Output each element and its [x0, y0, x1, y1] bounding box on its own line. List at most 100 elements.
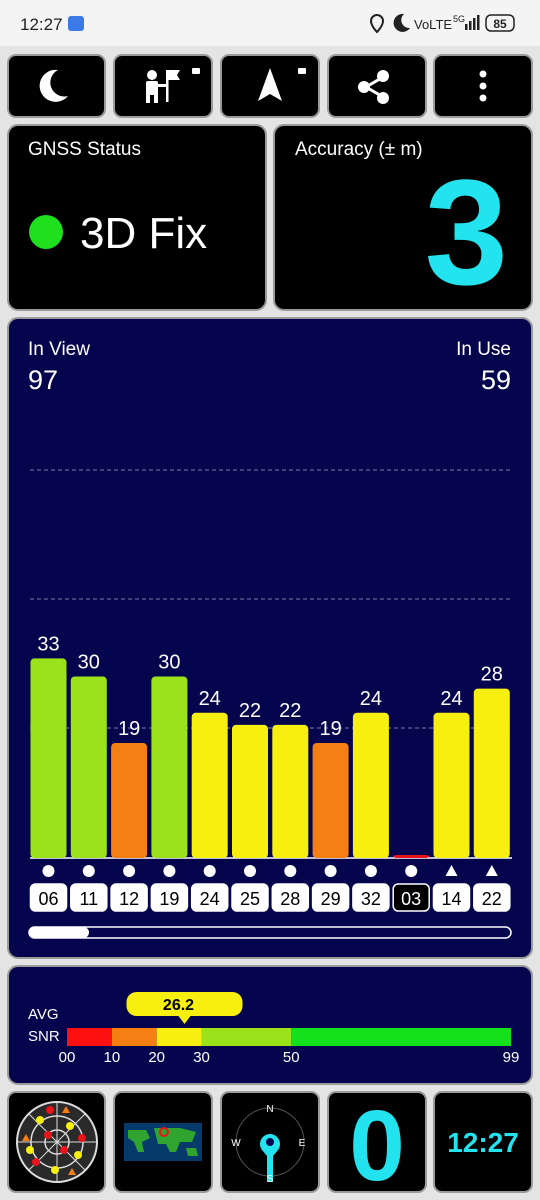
moon-icon [39, 69, 68, 102]
marker-dot [405, 865, 418, 877]
prn-label: 29 [321, 889, 341, 909]
snr-segment [291, 1028, 511, 1046]
snr-segment [67, 1028, 112, 1046]
prn-label: 22 [482, 889, 502, 909]
prn-label: 25 [240, 889, 260, 909]
snr-label: 24 [199, 688, 221, 710]
prn-box [231, 883, 269, 912]
prn-box [392, 883, 430, 912]
snr-panel [7, 965, 533, 1085]
prn-label: 14 [441, 889, 461, 909]
accuracy-panel [273, 124, 533, 311]
world-map-icon [124, 1123, 202, 1161]
snr-bar [433, 712, 470, 858]
snr-bar [70, 676, 107, 858]
signal-type: 5G [453, 14, 465, 24]
fix-indicator [29, 215, 63, 249]
prn-box [70, 883, 108, 912]
marker-triangle [445, 865, 458, 876]
toolbar [7, 54, 533, 118]
snr-tick-label: 99 [503, 1049, 520, 1066]
accuracy-title: Accuracy (± m) [295, 139, 423, 160]
snr-segment [111, 1028, 157, 1046]
night-mode-button[interactable] [7, 54, 106, 118]
in-use-count: 59 [481, 365, 511, 395]
share-button[interactable] [327, 54, 427, 118]
gnss-status-title: GNSS Status [28, 139, 141, 160]
satellite-count: 0 [349, 1090, 405, 1200]
marker-dot [82, 865, 95, 877]
prn-label: 32 [361, 889, 381, 909]
prn-label: 11 [79, 889, 98, 909]
snr-label: 33 [37, 633, 59, 655]
person-flag-icon [146, 68, 200, 103]
prn-box [150, 883, 189, 912]
calendar-icon [68, 16, 84, 31]
signal-bars [465, 15, 480, 30]
compass-west: W [231, 1138, 241, 1149]
clock-panel [433, 1091, 533, 1193]
battery-icon [485, 14, 515, 32]
prn-label: 06 [38, 889, 58, 909]
prn-label: 24 [200, 889, 220, 909]
marker-dot [244, 865, 256, 877]
grid-lines [30, 469, 510, 729]
snr-label: 22 [279, 700, 301, 722]
snr-bar [191, 712, 228, 858]
prn-box [271, 883, 310, 912]
battery-level: 85 [493, 17, 507, 31]
prn-box [352, 883, 390, 912]
marker-dot [123, 865, 136, 877]
snr-label: 19 [118, 718, 140, 740]
snr-bar [30, 658, 67, 858]
compass-east: E [299, 1138, 306, 1149]
prn-label: 12 [119, 889, 139, 909]
snr-tick-label: 10 [104, 1049, 121, 1066]
marker-dot [203, 865, 216, 877]
location-icon [369, 13, 385, 34]
snr-label: 28 [481, 664, 503, 686]
dnd-icon [393, 13, 410, 32]
snr-bar [272, 724, 309, 858]
network-type: VoLTE [414, 17, 452, 32]
prn-label: 19 [159, 889, 179, 909]
avg-value: 26.2 [163, 997, 194, 1014]
fix-status: 3D Fix [80, 209, 207, 258]
snr-tick-label: 30 [193, 1049, 210, 1066]
snr-label: 30 [78, 652, 100, 674]
prn-box [311, 883, 350, 912]
snr-segment [201, 1028, 292, 1046]
satellite-count-panel [327, 1091, 427, 1193]
prn-box [473, 883, 511, 912]
snr-label: 19 [319, 718, 341, 740]
in-use-label: In Use [456, 339, 511, 360]
sky-view-icon [16, 1101, 98, 1183]
snr-bar [312, 743, 349, 858]
compass [235, 1107, 305, 1182]
prn-label: 28 [280, 889, 300, 909]
share-icon [358, 70, 389, 104]
prn-box [432, 883, 471, 912]
marker-dot [364, 865, 377, 877]
prn-box [29, 883, 68, 912]
snr-label: 22 [239, 700, 261, 722]
snr-label: 24 [360, 688, 382, 710]
snr-bar [393, 854, 430, 858]
marker-dot [42, 865, 55, 877]
snr-bar [151, 676, 188, 858]
more-icon [479, 70, 487, 102]
snr-bar [111, 743, 148, 858]
prn-box [190, 883, 229, 912]
snr-tick-label: 50 [283, 1049, 300, 1066]
marker-dot [163, 865, 176, 877]
scroll-thumb[interactable] [29, 927, 89, 938]
status-bar [0, 0, 540, 46]
marker-dot [284, 865, 297, 877]
snr-bar [352, 712, 389, 858]
status-time: 12:27 [20, 15, 63, 34]
clock: 12:27 [447, 1127, 519, 1158]
prn-box [110, 883, 148, 912]
avg-label: AVG [28, 1006, 59, 1023]
